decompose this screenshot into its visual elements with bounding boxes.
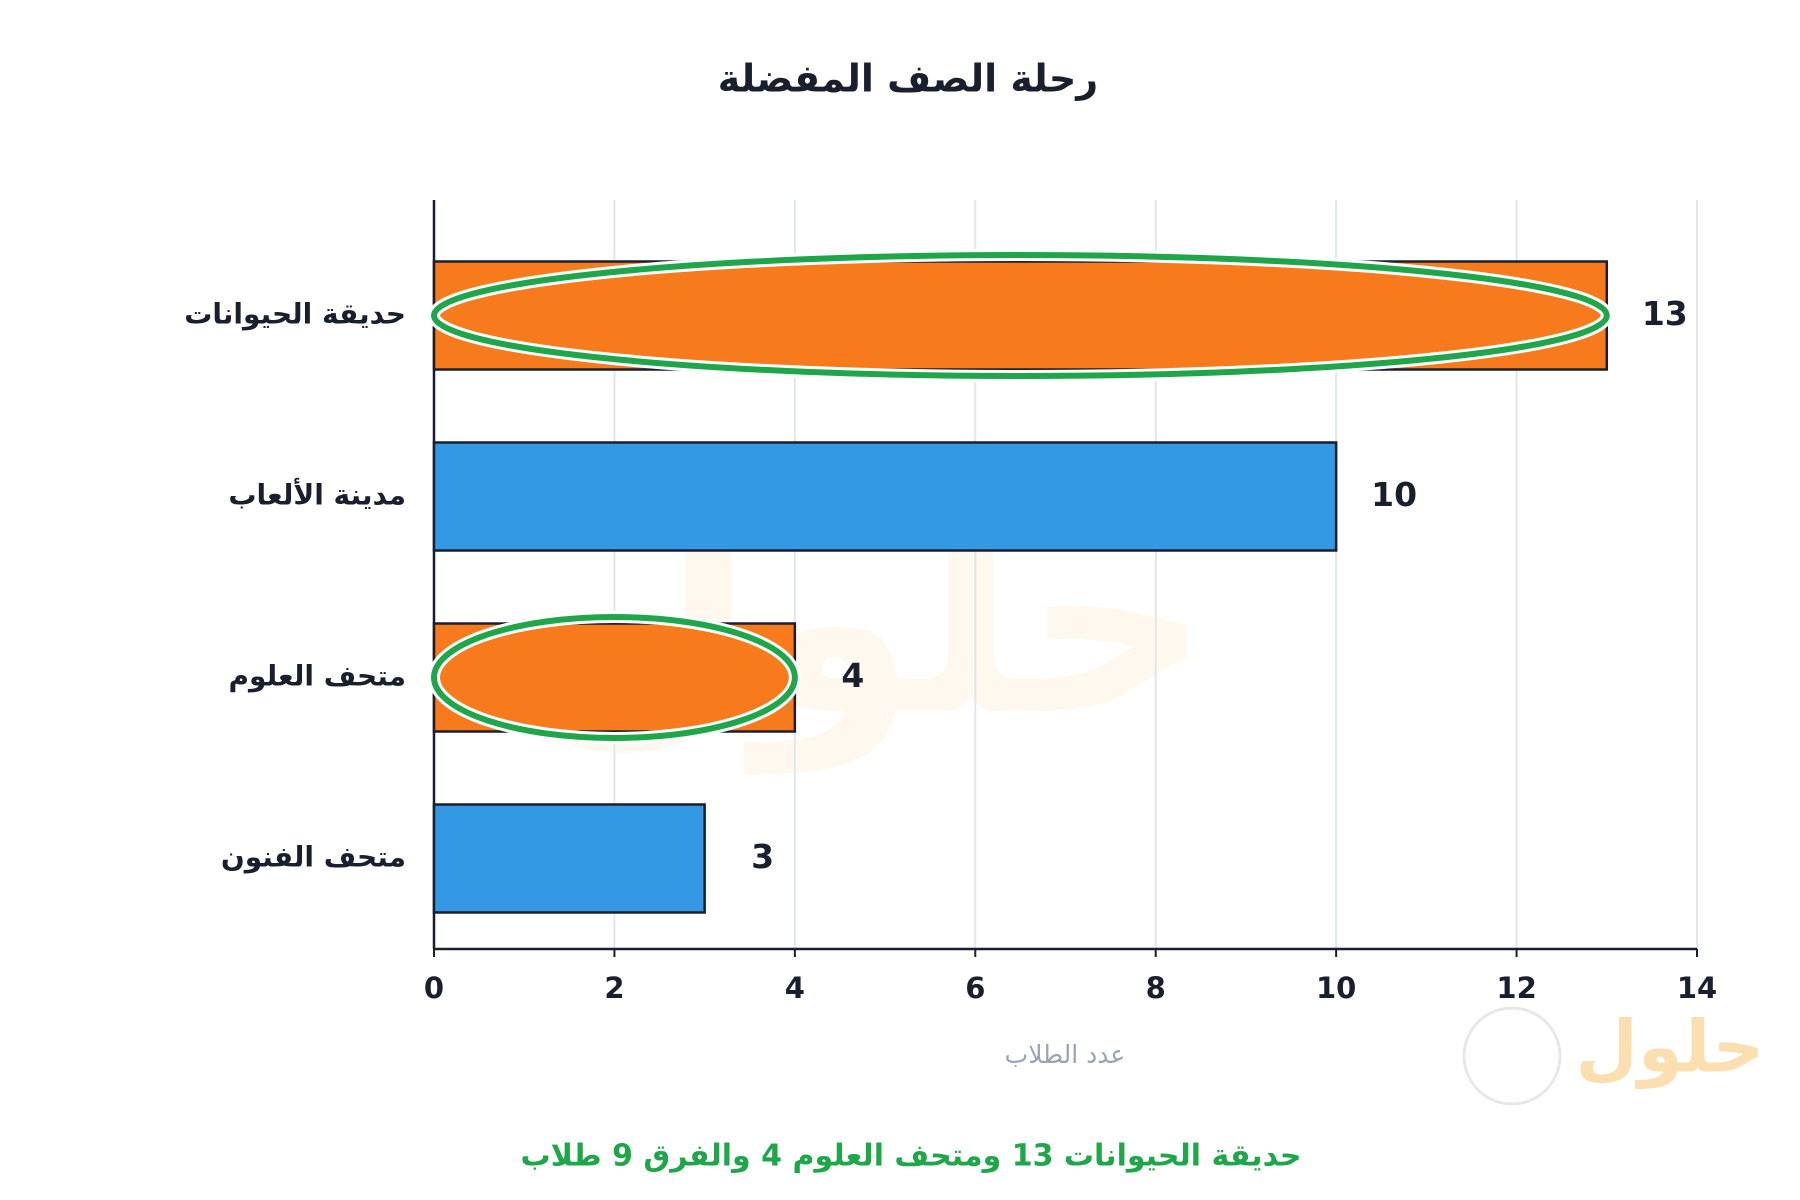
watermark-small: حلول: [1576, 1005, 1765, 1090]
annotation: حديقة الحيوانات 13 ومتحف العلوم 4 والفرق…: [520, 1139, 1301, 1174]
x-tick-label: 8: [1146, 971, 1166, 1005]
y-tick-label: حديقة الحيوانات: [184, 298, 406, 331]
chart-title: رحلة الصف المفضلة: [718, 57, 1098, 101]
value-label: 4: [841, 656, 864, 695]
y-tick-label: متحف الفنون: [221, 841, 406, 874]
value-label: 3: [751, 837, 774, 876]
bar: [432, 803, 706, 914]
x-axis-label: عدد الطلاب: [1005, 1040, 1126, 1069]
x-tick-label: 0: [424, 971, 444, 1005]
highlight: [431, 252, 1610, 379]
y-tick-label: مدينة الألعاب: [228, 478, 406, 512]
value-label: 13: [1642, 294, 1688, 333]
x-tick-label: 10: [1316, 971, 1356, 1005]
highlight: [431, 614, 798, 741]
x-tick-label: 12: [1496, 971, 1536, 1005]
x-tick-label: 4: [785, 971, 805, 1005]
watermark-logo: [1462, 1006, 1562, 1106]
x-tick-label: 6: [965, 971, 985, 1005]
y-tick-label: متحف العلوم: [229, 660, 406, 693]
value-label: 10: [1371, 475, 1417, 514]
bar: [432, 441, 1338, 552]
x-tick-label: 14: [1677, 971, 1717, 1005]
x-tick-label: 2: [604, 971, 624, 1005]
bar: [432, 622, 797, 733]
